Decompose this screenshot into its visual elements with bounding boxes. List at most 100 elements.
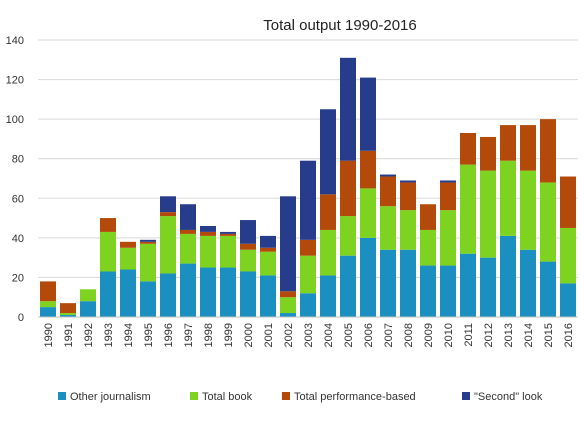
bar-1997-series-0 [180,263,196,317]
bar-2010-series-2 [440,182,456,211]
bar-2005-series-3 [340,57,356,161]
bar-1995-series-2 [140,241,156,244]
x-tick-label: 1994 [123,323,135,347]
bar-1995-series-3 [140,239,156,242]
y-tick-label: 0 [18,312,24,324]
bar-1993-series-1 [100,231,116,272]
bar-1991-series-0 [60,315,76,317]
bar-2006-series-1 [360,188,376,238]
bar-1999-series-3 [220,231,236,234]
legend-label-1: Total book [202,391,253,403]
bar-1991-series-1 [60,313,76,316]
bar-2013-series-1 [500,160,516,236]
legend-swatch-2 [282,392,290,400]
bar-1997-series-3 [180,204,196,230]
bar-2010-series-1 [440,210,456,266]
bar-2004-series-3 [320,109,336,195]
bar-2002-series-1 [280,297,296,314]
bar-1998-series-1 [200,235,216,268]
bar-2011-series-2 [460,132,476,165]
bar-2001-series-3 [260,235,276,248]
bar-2003-series-1 [300,255,316,294]
bar-2013-series-2 [500,125,516,161]
bar-2002-series-3 [280,196,296,292]
legend-swatch-3 [462,392,470,400]
bar-2016-series-2 [560,176,576,228]
bar-2004-series-0 [320,275,336,317]
legend-label-3: "Second" look [474,391,543,403]
y-tick-label: 40 [12,233,24,245]
legend: Other journalism Total book Total performa… [58,391,543,403]
x-tick-label: 2014 [523,323,535,347]
bar-2008-series-0 [400,249,416,317]
x-tick-label: 2008 [403,323,415,347]
bar-1997-series-1 [180,233,196,264]
y-tick-label: 120 [6,75,24,87]
bar-2008-series-1 [400,210,416,250]
bar-2001-series-1 [260,251,276,276]
x-tick-label: 1991 [63,323,75,347]
x-tick-label: 2001 [263,323,275,347]
bar-2005-series-1 [340,216,356,256]
x-tick-label: 2004 [323,323,335,347]
bar-1999-series-2 [220,233,236,236]
bar-1994-series-0 [120,269,136,317]
bar-2006-series-2 [360,150,376,189]
x-tick-label: 2011 [463,323,475,347]
x-tick-label: 1990 [43,323,55,347]
bar-2004-series-1 [320,229,336,276]
x-tick-label: 2016 [563,323,575,347]
bar-2005-series-0 [340,255,356,317]
bar-2007-series-2 [380,176,396,207]
x-tick-label: 2010 [443,323,455,347]
x-tick-label: 2007 [383,323,395,347]
bar-2016-series-0 [560,283,576,317]
y-tick-label: 100 [6,114,24,126]
bar-1990-series-1 [40,301,56,308]
x-tick-label: 2015 [543,323,555,347]
bar-2015-series-1 [540,182,556,262]
x-tick-label: 2013 [503,323,515,347]
x-tick-label: 2006 [363,323,375,347]
bar-2009-series-1 [420,229,436,266]
bar-2003-series-0 [300,293,316,317]
bar-1990-series-2 [40,281,56,302]
bar-1990-series-0 [40,307,56,317]
bar-1995-series-0 [140,281,156,317]
x-tick-label: 2005 [343,323,355,347]
y-tick-label: 80 [12,154,24,166]
bar-2010-series-3 [440,180,456,183]
bar-2015-series-2 [540,119,556,183]
bar-2007-series-1 [380,206,396,250]
bar-2004-series-2 [320,194,336,230]
bar-2000-series-0 [240,271,256,317]
x-tick-label: 2002 [283,323,295,347]
bar-2000-series-2 [240,243,256,250]
bar-1991-series-2 [60,303,76,314]
bar-2014-series-1 [520,170,536,250]
bar-2007-series-0 [380,249,396,317]
bar-1993-series-0 [100,271,116,317]
bar-2002-series-0 [280,313,296,317]
bar-2012-series-1 [480,170,496,258]
bar-2011-series-0 [460,253,476,317]
bar-2007-series-3 [380,174,396,177]
legend-swatch-0 [58,392,66,400]
x-tick-label: 2003 [303,323,315,347]
chart-title: Total output 1990-2016 [263,17,416,34]
bar-2008-series-3 [400,180,416,183]
legend-label-0: Other journalism [70,391,151,403]
bar-1993-series-2 [100,218,116,232]
bar-2008-series-2 [400,182,416,211]
bar-2006-series-3 [360,77,376,151]
bar-2003-series-3 [300,160,316,240]
bar-2000-series-3 [240,220,256,244]
bar-1992-series-1 [80,289,96,302]
bar-2010-series-0 [440,265,456,317]
bar-2015-series-0 [540,261,556,317]
bar-2003-series-2 [300,239,316,256]
bar-1996-series-3 [160,196,176,213]
y-tick-label: 60 [12,193,24,205]
